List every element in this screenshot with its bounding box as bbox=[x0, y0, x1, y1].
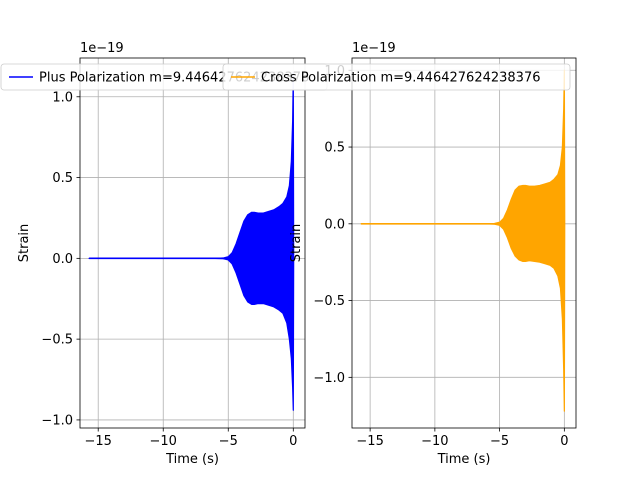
axes-frame bbox=[79, 57, 306, 429]
x-tick-label: −10 bbox=[150, 434, 177, 449]
legend-box bbox=[222, 63, 571, 91]
y-tick-label: −0.5 bbox=[41, 333, 73, 348]
y-tick-label: −0.5 bbox=[313, 294, 345, 309]
y-offset-text: 1e−19 bbox=[80, 41, 124, 56]
x-tick-label: −5 bbox=[219, 434, 238, 449]
x-axis-label: Time (s) bbox=[437, 452, 491, 467]
y-tick-label: 0.0 bbox=[52, 252, 73, 267]
waveform-series bbox=[88, 71, 295, 411]
x-axis-label: Time (s) bbox=[165, 452, 219, 467]
y-tick-label: 0.5 bbox=[52, 171, 73, 186]
y-tick-label: 0.0 bbox=[324, 217, 345, 232]
waveform-series bbox=[360, 69, 566, 412]
x-tick-label: 0 bbox=[560, 434, 568, 449]
y-tick-label: −1.0 bbox=[313, 371, 345, 386]
y-tick-label: 0.5 bbox=[324, 141, 345, 156]
legend-entry: Cross Polarization m=9.446427624238376 bbox=[261, 71, 540, 86]
x-tick-label: −10 bbox=[421, 434, 448, 449]
axes-frame bbox=[351, 57, 577, 429]
x-tick-label: 0 bbox=[289, 434, 297, 449]
y-axis-label: Strain bbox=[17, 224, 32, 263]
y-offset-text: 1e−19 bbox=[352, 41, 396, 56]
y-tick-label: 1.0 bbox=[52, 90, 73, 105]
x-tick-label: −15 bbox=[84, 434, 111, 449]
y-tick-label: −1.0 bbox=[41, 413, 73, 428]
x-tick-label: −5 bbox=[490, 434, 509, 449]
y-axis-label: Strain bbox=[289, 224, 304, 263]
x-tick-label: −15 bbox=[356, 434, 383, 449]
